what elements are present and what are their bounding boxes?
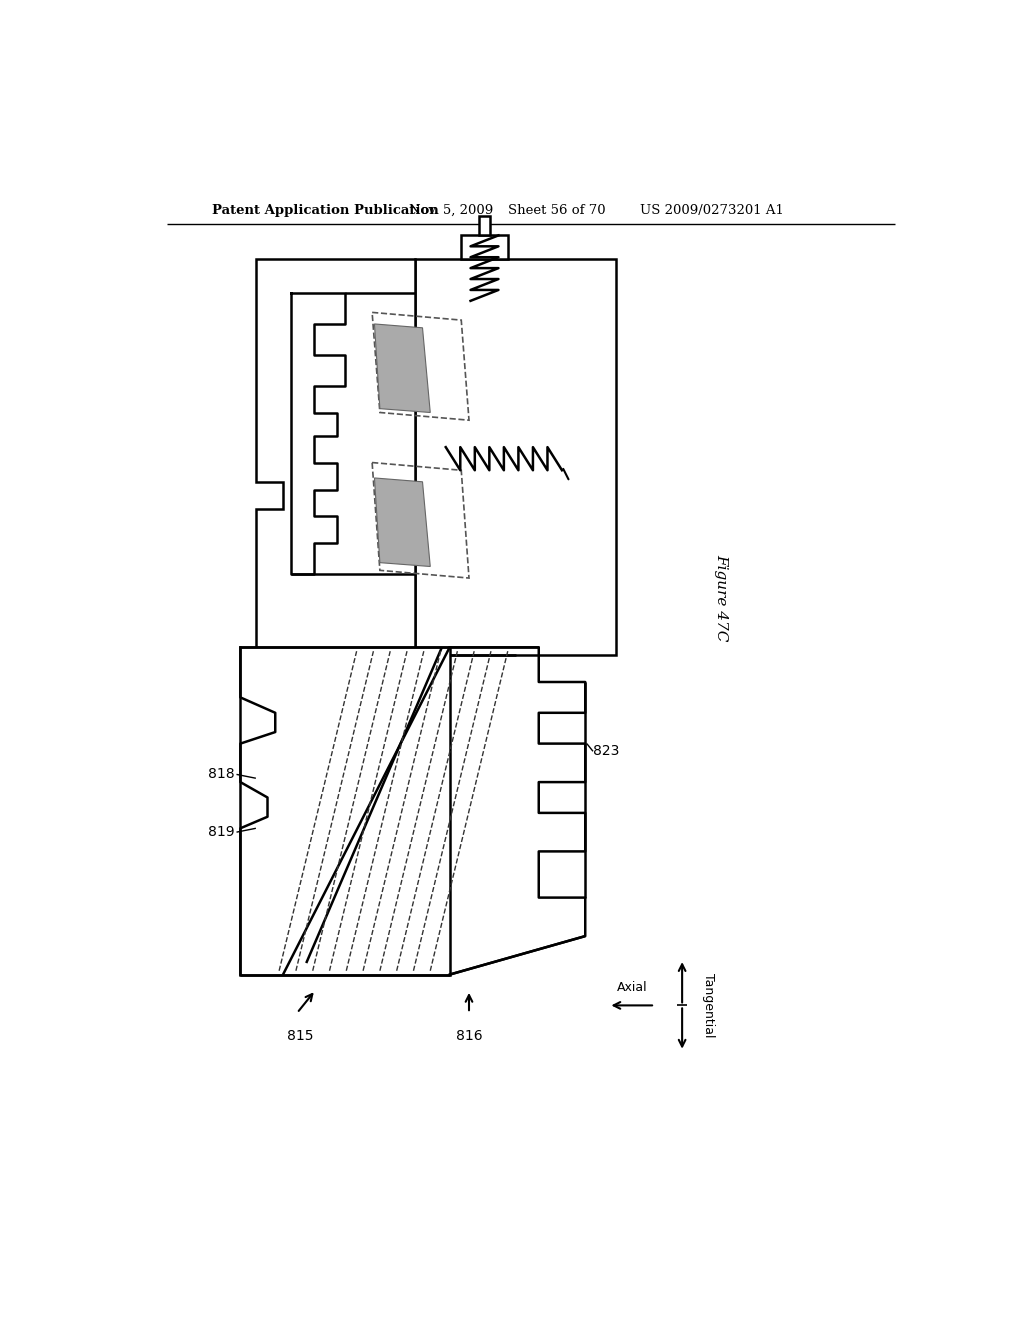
Polygon shape <box>256 259 415 655</box>
Polygon shape <box>375 323 430 412</box>
Text: 816: 816 <box>456 1028 482 1043</box>
Text: 819: 819 <box>208 825 234 840</box>
Bar <box>479 216 489 235</box>
Polygon shape <box>241 647 450 974</box>
Text: 823: 823 <box>593 744 620 758</box>
Text: US 2009/0273201 A1: US 2009/0273201 A1 <box>640 205 783 218</box>
Text: Tangential: Tangential <box>701 973 715 1038</box>
Text: Nov. 5, 2009: Nov. 5, 2009 <box>409 205 493 218</box>
Text: Axial: Axial <box>616 981 647 994</box>
Polygon shape <box>375 478 430 566</box>
Bar <box>461 235 508 259</box>
Text: Sheet 56 of 70: Sheet 56 of 70 <box>508 205 605 218</box>
Text: Figure 47C: Figure 47C <box>714 553 728 642</box>
Text: 815: 815 <box>287 1028 313 1043</box>
Text: 818: 818 <box>208 767 234 781</box>
Text: Patent Application Publication: Patent Application Publication <box>212 205 438 218</box>
Bar <box>415 259 616 655</box>
